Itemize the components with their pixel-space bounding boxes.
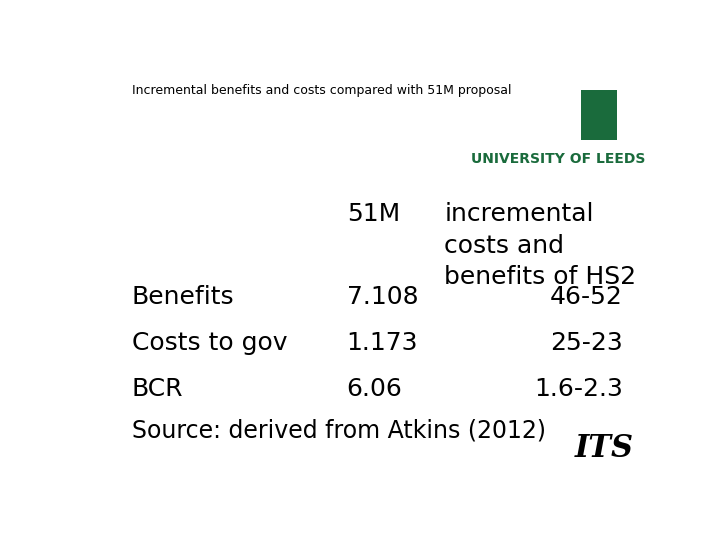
Text: Benefits: Benefits bbox=[132, 285, 235, 309]
Text: UNIVERSITY OF LEEDS: UNIVERSITY OF LEEDS bbox=[471, 152, 645, 166]
Text: ITS: ITS bbox=[575, 433, 634, 464]
Text: 6.06: 6.06 bbox=[347, 377, 402, 401]
Text: 25-23: 25-23 bbox=[550, 331, 623, 355]
Text: 46-52: 46-52 bbox=[550, 285, 623, 309]
Text: 51M: 51M bbox=[347, 202, 400, 226]
Text: incremental
costs and
benefits of HS2: incremental costs and benefits of HS2 bbox=[444, 202, 636, 289]
Text: Costs to gov: Costs to gov bbox=[132, 331, 287, 355]
Text: Incremental benefits and costs compared with 51M proposal: Incremental benefits and costs compared … bbox=[132, 84, 511, 97]
Text: Source: derived from Atkins (2012): Source: derived from Atkins (2012) bbox=[132, 418, 546, 442]
FancyBboxPatch shape bbox=[581, 90, 617, 140]
Text: 1.173: 1.173 bbox=[347, 331, 418, 355]
Text: BCR: BCR bbox=[132, 377, 184, 401]
Text: 1.6-2.3: 1.6-2.3 bbox=[534, 377, 623, 401]
Text: 7.108: 7.108 bbox=[347, 285, 418, 309]
